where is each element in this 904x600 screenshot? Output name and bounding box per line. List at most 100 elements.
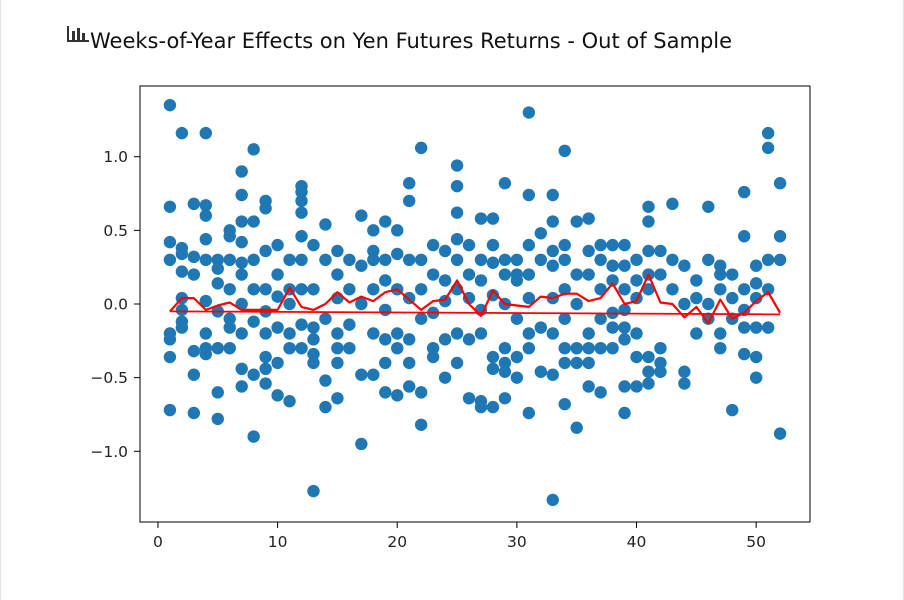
data-point: [486, 256, 500, 269]
data-point: [379, 253, 392, 267]
data-point: [654, 365, 667, 378]
data-point: [414, 283, 428, 296]
x-tick-label: 0: [153, 533, 163, 551]
data-point: [259, 283, 272, 296]
data-point: [678, 297, 691, 311]
data-point: [474, 253, 488, 267]
data-point: [486, 362, 500, 376]
data-point: [367, 283, 380, 296]
data-point: [582, 356, 595, 370]
data-point: [510, 253, 524, 267]
data-point: [319, 218, 332, 231]
data-point: [630, 274, 643, 287]
data-point: [654, 356, 667, 370]
data-point: [319, 400, 332, 414]
data-point: [450, 206, 464, 219]
data-point: [391, 224, 404, 237]
data-point: [570, 297, 583, 311]
data-point: [773, 177, 787, 190]
data-point: [714, 327, 727, 340]
data-point: [223, 312, 236, 325]
data-point: [271, 356, 284, 370]
data-point: [498, 341, 512, 355]
data-point: [558, 312, 571, 325]
data-point: [630, 253, 643, 267]
data-point: [642, 244, 655, 258]
data-point: [582, 212, 595, 225]
data-point: [307, 321, 320, 334]
data-point: [199, 209, 213, 222]
data-point: [606, 259, 619, 272]
data-point: [630, 327, 643, 340]
data-point: [175, 247, 189, 261]
data-point: [486, 400, 500, 414]
data-point: [606, 321, 619, 334]
data-point: [510, 274, 524, 287]
data-point: [486, 212, 500, 225]
data-point: [211, 341, 224, 355]
data-point: [474, 274, 488, 287]
data-point: [594, 341, 607, 355]
data-point: [761, 283, 775, 296]
data-point: [534, 365, 548, 378]
data-point: [450, 327, 464, 340]
data-point: [582, 380, 595, 393]
data-point: [462, 238, 476, 252]
data-point: [534, 227, 548, 240]
data-point: [235, 380, 248, 393]
data-point: [654, 244, 667, 258]
data-point: [749, 371, 763, 384]
data-point: [223, 283, 236, 296]
y-tick-label: −0.5: [90, 369, 128, 387]
data-point: [379, 303, 392, 317]
x-tick-label: 10: [268, 533, 288, 551]
data-point: [295, 185, 308, 199]
data-point: [737, 303, 751, 317]
data-point: [163, 253, 177, 267]
y-tick-label: 0.0: [103, 296, 128, 314]
data-point: [295, 206, 308, 219]
data-point: [522, 238, 536, 252]
data-point: [271, 238, 284, 252]
data-point: [450, 232, 464, 246]
data-point: [414, 312, 428, 325]
data-point: [414, 386, 428, 399]
data-point: [749, 277, 763, 290]
data-point: [355, 297, 368, 311]
data-point: [426, 268, 440, 281]
data-point: [714, 283, 727, 296]
data-point: [343, 341, 356, 355]
data-point: [737, 321, 751, 334]
data-point: [307, 238, 320, 252]
data-point: [211, 253, 224, 267]
data-point: [247, 283, 260, 296]
data-point: [379, 215, 392, 228]
data-point: [486, 350, 500, 364]
data-point: [773, 230, 787, 243]
chart-output-icon: [67, 26, 89, 42]
data-point: [235, 235, 248, 249]
data-point: [570, 356, 583, 370]
data-point: [211, 262, 224, 275]
data-point: [450, 179, 464, 193]
data-point: [498, 356, 512, 370]
data-point: [402, 333, 416, 346]
data-point: [235, 268, 248, 281]
data-point: [606, 238, 619, 252]
data-point: [546, 493, 559, 507]
data-point: [522, 291, 536, 305]
data-point: [462, 392, 476, 405]
data-point: [259, 350, 272, 364]
data-point: [546, 215, 559, 228]
data-point: [749, 321, 763, 334]
data-point: [199, 347, 213, 361]
data-point: [402, 356, 416, 370]
data-point: [714, 341, 727, 355]
data-point: [391, 341, 404, 355]
data-point: [199, 232, 213, 246]
data-point: [235, 256, 248, 269]
data-point: [462, 291, 476, 305]
data-point: [319, 253, 332, 267]
data-point: [402, 194, 416, 208]
data-point: [247, 368, 260, 381]
